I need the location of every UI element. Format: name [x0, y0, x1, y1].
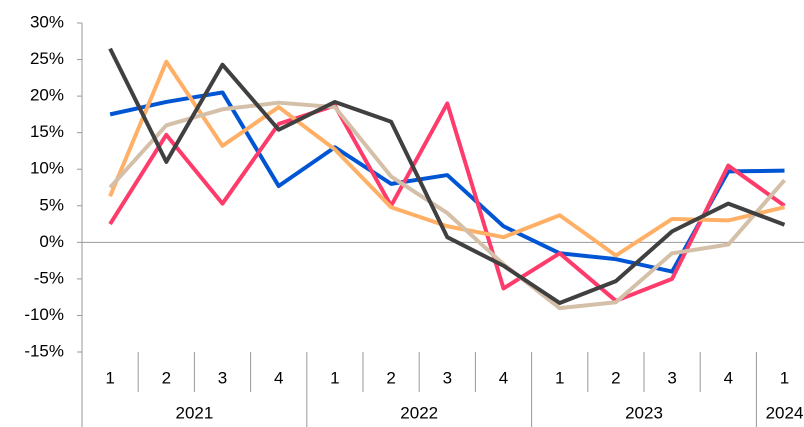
y-tick-label: -5% — [34, 268, 64, 287]
x-tick-label: 3 — [218, 368, 227, 387]
series-line — [108, 100, 787, 311]
x-tick-label: 4 — [724, 368, 733, 387]
year-label: 2023 — [625, 403, 663, 422]
x-tick-label: 2 — [162, 368, 171, 387]
y-tick-label: 30% — [30, 12, 64, 31]
series-line — [109, 90, 785, 274]
y-tick-label: 25% — [30, 49, 64, 68]
series-line — [108, 47, 786, 306]
year-label: 2021 — [175, 403, 213, 422]
y-tick-label: 15% — [30, 122, 64, 141]
x-tick-label: 4 — [274, 368, 283, 387]
series-line — [108, 101, 786, 303]
y-tick-label: -10% — [24, 305, 64, 324]
series-line — [108, 59, 785, 258]
x-tick-label: 3 — [443, 368, 452, 387]
y-tick-label: 20% — [30, 86, 64, 105]
x-tick-label: 1 — [780, 368, 789, 387]
x-tick-label: 4 — [499, 368, 508, 387]
x-tick-label: 1 — [555, 368, 564, 387]
year-label: 2022 — [400, 403, 438, 422]
x-tick-label: 1 — [105, 368, 114, 387]
x-tick-label: 2 — [386, 368, 395, 387]
y-tick-label: 0% — [39, 232, 64, 251]
x-tick-label: 1 — [330, 368, 339, 387]
y-tick-label: 5% — [39, 195, 64, 214]
year-label: 2024 — [766, 403, 804, 422]
y-tick-label: 10% — [30, 159, 64, 178]
x-tick-label: 2 — [611, 368, 620, 387]
x-tick-label: 3 — [667, 368, 676, 387]
y-tick-label: -15% — [24, 341, 64, 360]
